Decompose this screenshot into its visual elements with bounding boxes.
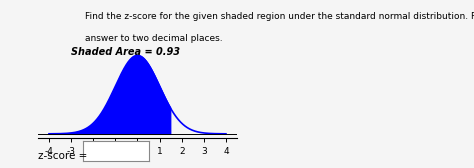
Text: Find the z-score for the given shaded region under the standard normal distribut: Find the z-score for the given shaded re… xyxy=(85,12,474,21)
Text: answer to two decimal places.: answer to two decimal places. xyxy=(85,34,223,43)
Text: Shaded Area = 0.93: Shaded Area = 0.93 xyxy=(71,47,180,57)
Text: z: z xyxy=(133,140,138,150)
Text: z-score =: z-score = xyxy=(38,151,87,161)
